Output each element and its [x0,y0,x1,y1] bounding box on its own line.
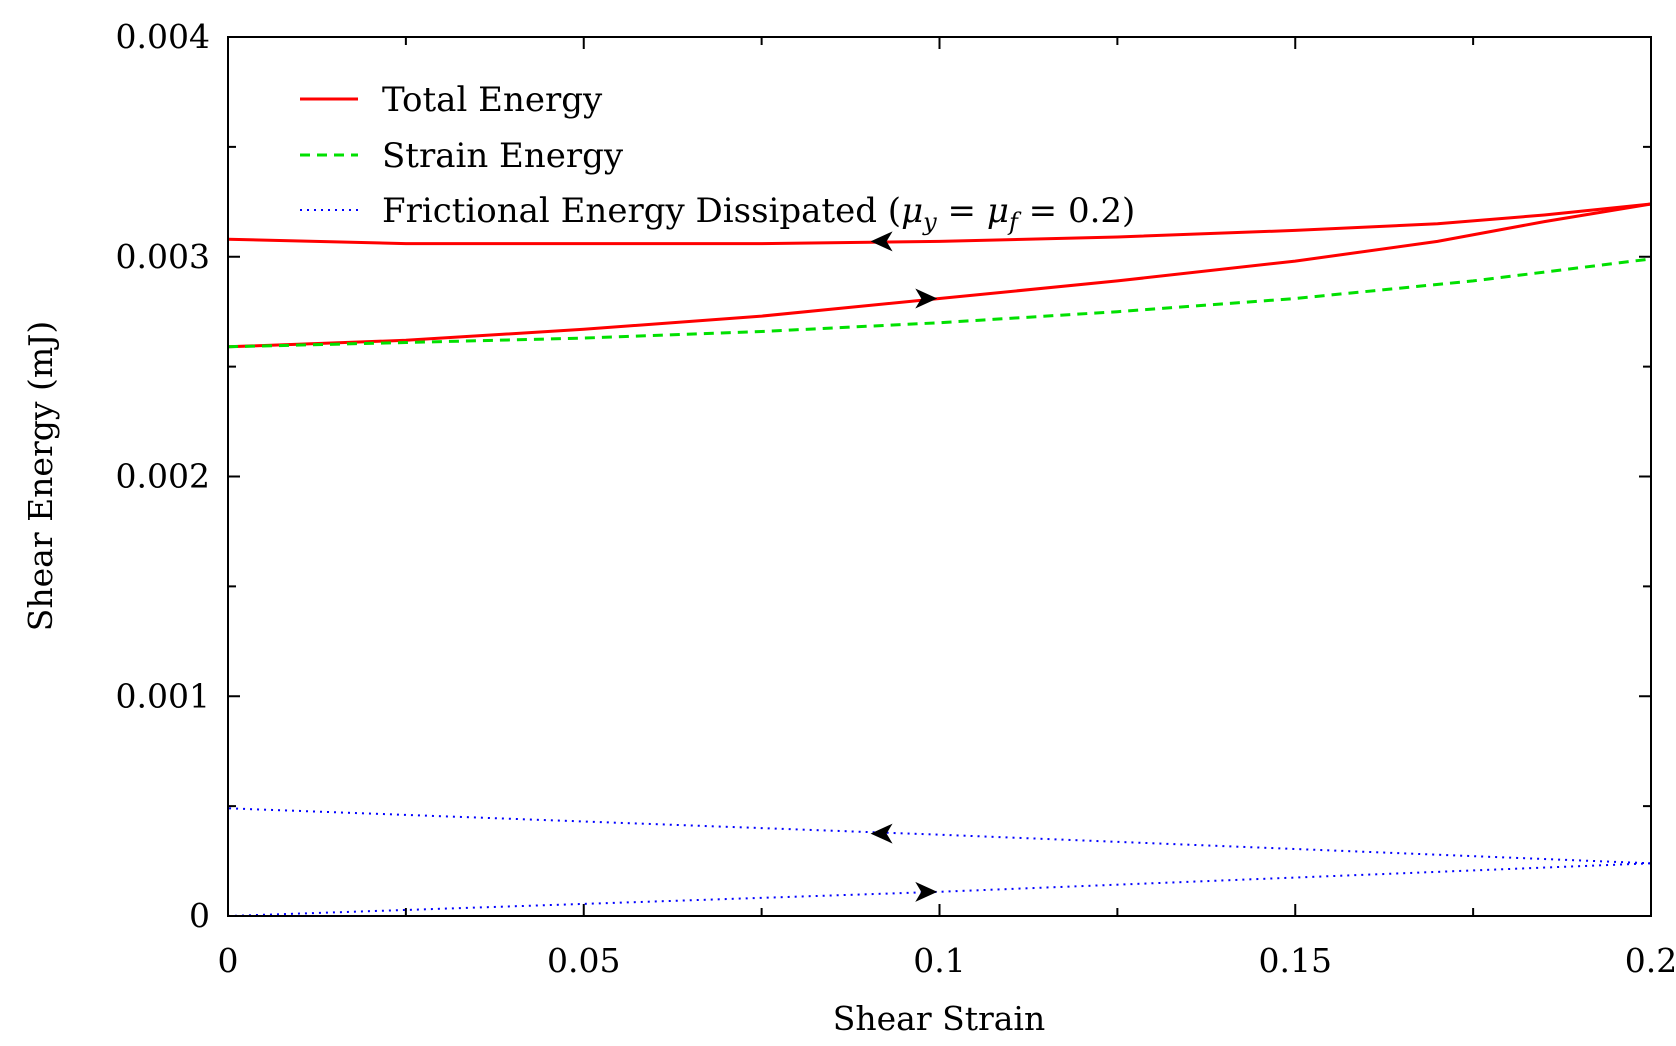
series-strain-energy-line [227,257,1652,349]
legend-label-strain-energy: Strain Energy [382,136,624,176]
x-tick-label: 0.1 [913,941,965,980]
x-axis-title: Shear Strain [833,999,1045,1038]
x-tick-label: 0.15 [1259,941,1332,980]
direction-arrow-right [915,288,938,309]
y-tick-label: 0.002 [116,457,210,496]
legend: Total Energy Strain Energy Frictional En… [300,80,1135,236]
direction-arrow-left [870,231,893,252]
y-axis-title: Shear Energy (mJ) [21,321,60,632]
y-tick-label: 0.001 [116,676,210,715]
legend-label-frictional-energy: Frictional Energy Dissipated (μy = μf = … [382,191,1135,236]
x-tick-label: 0.05 [547,941,620,980]
series-frictional-energy-unloading-line [227,807,1652,865]
direction-arrow-right [915,881,938,902]
direction-arrow-left [870,823,893,844]
legend-label-total-energy: Total Energy [382,80,603,120]
series-total-energy-loading-line [227,202,1652,349]
series-total-energy-unloading-line [227,202,1652,246]
y-tick-label: 0.004 [116,17,210,56]
x-tick-label: 0 [218,941,239,980]
y-tick-label: 0.003 [116,237,210,276]
x-tick-label: 0.2 [1625,941,1676,980]
y-tick-label: 0 [189,896,210,935]
